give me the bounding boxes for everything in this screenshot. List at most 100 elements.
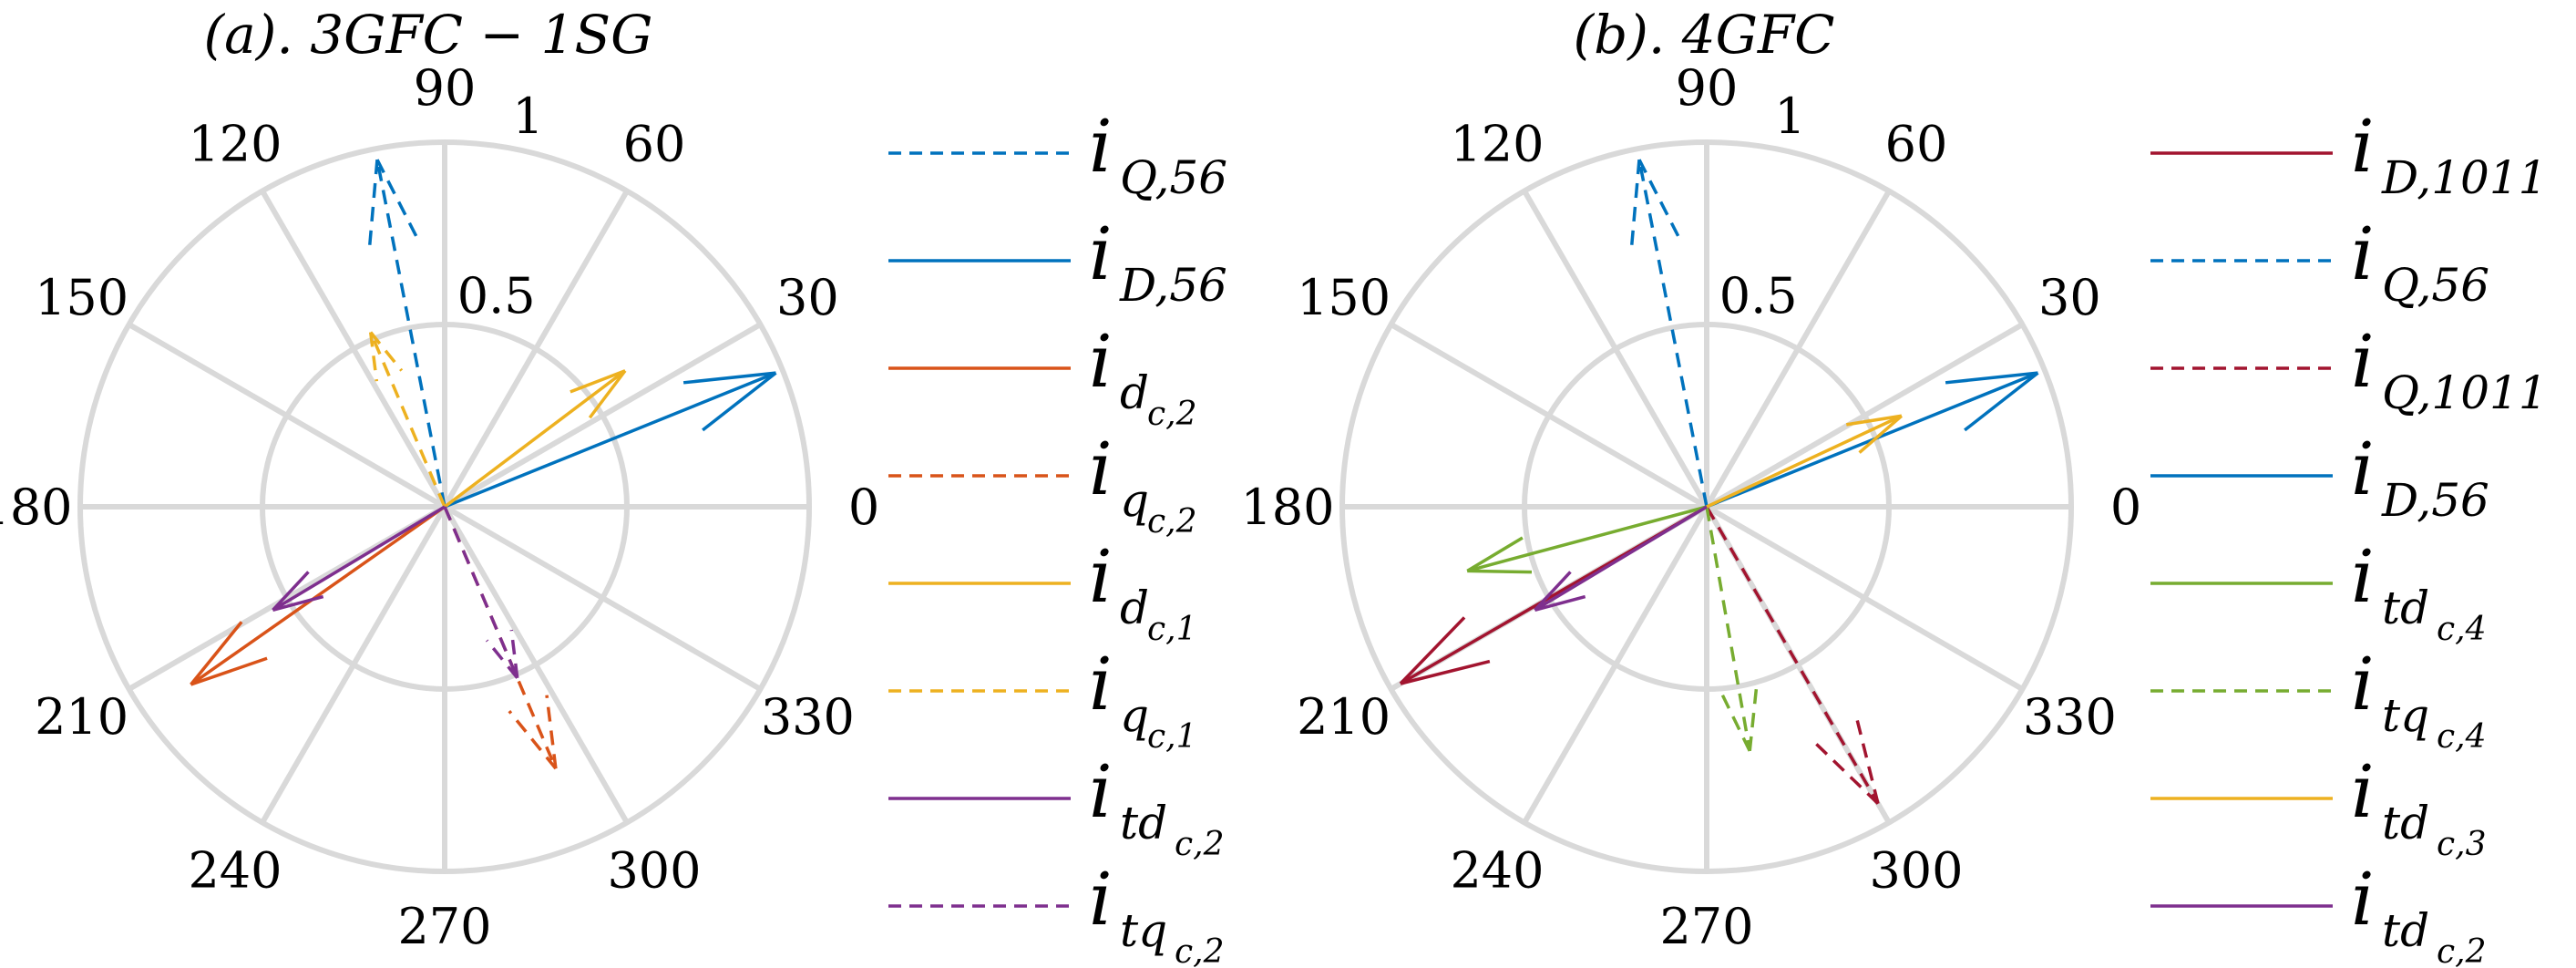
- legend-label-subsubscript: c,2: [1147, 396, 1197, 433]
- vector-arrow: [1466, 505, 1708, 574]
- angular-gridline: [1390, 322, 1709, 510]
- angle-tick-label: 120: [1450, 116, 1544, 173]
- vector-shaft: [1705, 506, 1880, 805]
- vector-head: [1400, 659, 1491, 685]
- vector-arrow: [368, 331, 446, 508]
- vector-shaft: [1706, 414, 1903, 509]
- legend-entry: i Q,56: [888, 104, 1227, 204]
- legend-label: i: [1089, 104, 1113, 189]
- legend-entry: i td c,2: [888, 749, 1225, 863]
- vector-head: [509, 629, 519, 678]
- legend-label-subsubscript: c,4: [2437, 718, 2487, 756]
- legend-label: i: [1089, 857, 1113, 942]
- vector-arrow: [443, 506, 519, 679]
- radial-tick-label: 1: [1774, 88, 1805, 145]
- vector-head: [1534, 571, 1572, 612]
- legend-label-subsubscript: c,4: [2437, 611, 2487, 648]
- legend-label-subsubscript: c,2: [2437, 933, 2487, 968]
- vector-head: [508, 710, 558, 770]
- vector-head: [1399, 616, 1466, 685]
- angle-tick-label: 90: [414, 59, 477, 117]
- angular-gridline: [128, 322, 446, 510]
- legend-label: i: [1089, 427, 1113, 511]
- vector-head: [702, 371, 777, 432]
- angle-tick-label: 120: [188, 116, 282, 173]
- angular-gridline: [442, 505, 630, 824]
- vector-head: [369, 331, 404, 372]
- legend-label-subscript: d: [1120, 366, 1149, 419]
- legend-entry: i D,56: [888, 211, 1227, 312]
- legend-label: i: [2351, 104, 2375, 189]
- legend-label: i: [2351, 857, 2375, 942]
- vector-shaft: [443, 506, 519, 679]
- legend-label-subscript: td: [2382, 904, 2429, 957]
- radial-tick-label: 0.5: [457, 267, 536, 324]
- vector-arrow: [443, 369, 627, 509]
- angular-gridline: [443, 322, 762, 510]
- vector-shaft: [1637, 159, 1709, 508]
- legend-entry: i qc,1: [888, 642, 1197, 756]
- vector-arrow: [1705, 506, 1759, 752]
- angle-tick-label: 30: [2038, 269, 2101, 326]
- vector-head: [1534, 594, 1586, 612]
- vector-head: [485, 639, 519, 679]
- vector-shaft: [1705, 506, 1751, 752]
- vector-shaft: [1466, 505, 1708, 573]
- legend-entry: i tq c,4: [2150, 642, 2487, 756]
- vector-shaft: [1534, 505, 1708, 612]
- angle-tick-label: 180: [1240, 479, 1334, 536]
- angular-gridline: [260, 505, 447, 824]
- vector-shaft: [190, 505, 446, 686]
- legend-label-subsubscript: c,2: [1175, 933, 1225, 968]
- vector-arrow: [190, 505, 446, 686]
- legend-label-subscript: tq: [2382, 689, 2429, 742]
- angular-gridline: [442, 190, 630, 509]
- vector-shaft: [369, 331, 446, 508]
- angle-tick-label: 270: [1659, 898, 1753, 955]
- angular-gridline: [1522, 505, 1709, 824]
- angle-tick-label: 210: [35, 688, 128, 746]
- legend-label: i: [2351, 642, 2375, 726]
- angle-tick-label: 60: [1885, 116, 1948, 173]
- vector-head: [190, 656, 268, 686]
- angle-tick-label: 210: [1297, 688, 1391, 746]
- angle-tick-label: 240: [188, 841, 282, 899]
- polar-chart-a: (a). 3GFC − 1SG 0 30 60 90 120 150 180 210 240 270…: [0, 4, 1227, 968]
- angle-tick-label: 90: [1676, 59, 1739, 117]
- angle-tick-label: 180: [0, 479, 73, 536]
- angle-tick-label: 30: [776, 269, 839, 326]
- angle-tick-label: 330: [2023, 688, 2117, 746]
- vector-arrow: [1706, 414, 1904, 509]
- vector-arrow: [272, 505, 446, 612]
- legend-label-subscript: td: [1120, 797, 1167, 850]
- angular-gridline: [1522, 190, 1709, 509]
- radial-tick-label: 0.5: [1719, 267, 1798, 324]
- legend-label: i: [2351, 534, 2375, 619]
- angle-tick-label: 150: [35, 269, 128, 326]
- radial-tick-label: 1: [512, 88, 543, 145]
- legend-label-subscript: D,56: [1119, 259, 1227, 312]
- legend-entry: i td c,3: [2150, 749, 2487, 863]
- legend-entry: i td c,4: [2150, 534, 2487, 648]
- vector-arrow: [1534, 505, 1708, 612]
- vector-head: [1719, 692, 1751, 752]
- vector-head: [545, 695, 558, 769]
- vector-head: [1629, 159, 1641, 252]
- vector-head: [375, 159, 421, 242]
- vector-head: [1964, 371, 2039, 432]
- angular-gridline: [1705, 504, 2024, 692]
- legend-label-subsubscript: c,1: [1147, 718, 1197, 756]
- legend-label: i: [1089, 319, 1113, 404]
- legend-entry: i td c,2: [2150, 857, 2487, 968]
- legend-entry: i dc,1: [888, 534, 1197, 648]
- vector-arrow: [367, 159, 446, 508]
- legend-label: i: [1089, 211, 1113, 296]
- legend-entry: i qc,2: [888, 427, 1197, 541]
- vector-head: [1945, 371, 2038, 385]
- vector-head: [368, 332, 379, 382]
- angle-tick-label: 150: [1297, 269, 1391, 326]
- vector-head: [1637, 159, 1683, 242]
- legend-label-subscript: Q,56: [2382, 259, 2489, 312]
- legend-label-subscript: D,56: [2381, 474, 2489, 527]
- legend-entry: i Q,56: [2150, 211, 2489, 312]
